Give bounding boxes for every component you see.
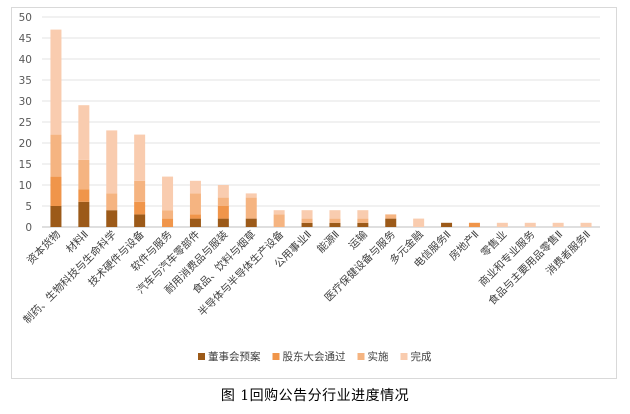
y-tick-label: 30: [19, 96, 32, 108]
y-tick-label: 20: [19, 138, 32, 150]
bar-segment: [273, 210, 285, 215]
y-tick-label: 15: [19, 159, 32, 171]
bar-segment: [385, 214, 397, 219]
bar-segment: [50, 134, 62, 177]
bar-segment: [496, 222, 508, 227]
bar-segment: [301, 218, 313, 223]
bar-segment: [441, 222, 453, 227]
legend-label: 完成: [411, 350, 432, 363]
bar-segment: [217, 206, 229, 219]
y-tick-label: 10: [19, 180, 32, 192]
x-tick-label: 能源Ⅱ: [314, 228, 342, 256]
legend-swatch: [272, 353, 280, 360]
bar-segment: [245, 193, 257, 198]
bar-segment: [106, 130, 118, 194]
bar-segment: [189, 180, 201, 194]
legend-label: 实施: [368, 350, 389, 363]
bar-segment: [245, 218, 257, 227]
bar-segment: [78, 159, 90, 190]
legend-swatch: [400, 353, 408, 360]
bar-segment: [468, 222, 480, 227]
legend-label: 董事会预案: [208, 350, 261, 363]
bar-segment: [162, 210, 174, 219]
legend-label: 股东大会通过: [283, 350, 346, 363]
bar-segment: [134, 180, 146, 202]
bar-segment: [580, 222, 592, 227]
bar-segment: [78, 189, 90, 202]
bar-segment: [78, 201, 90, 227]
bar-segment: [301, 210, 313, 219]
bar-segment: [413, 218, 425, 227]
bar-segment: [189, 193, 201, 215]
bar-segment: [106, 210, 118, 227]
y-tick-label: 5: [25, 201, 32, 213]
y-tick-label: 35: [19, 75, 32, 87]
bar-segment: [357, 222, 369, 227]
bar-segment: [552, 222, 564, 227]
y-tick-label: 45: [19, 33, 32, 45]
bar-segment: [189, 214, 201, 219]
bar-segment: [50, 29, 62, 135]
bar-segment: [78, 105, 90, 160]
bar-segment: [329, 222, 341, 227]
bar-segment: [134, 201, 146, 215]
y-tick-label: 40: [19, 54, 32, 66]
y-tick-label: 50: [19, 12, 32, 24]
bar-segment: [162, 218, 174, 227]
y-tick-label: 25: [19, 117, 32, 129]
bar-segment: [134, 134, 146, 181]
bar-segment: [217, 185, 229, 198]
bar-segment: [217, 218, 229, 227]
legend-swatch: [198, 353, 205, 360]
x-tick-label: 房地产Ⅱ: [446, 228, 481, 263]
y-tick-label: 0: [25, 222, 32, 234]
bar-segment: [329, 210, 341, 219]
bar-segment: [134, 214, 146, 227]
x-tick-label: 运输: [346, 228, 370, 252]
bar-segment: [357, 210, 369, 219]
bar-segment: [50, 206, 62, 227]
legend-swatch: [357, 353, 365, 360]
bar-segment: [217, 197, 229, 206]
bar-segment: [357, 218, 369, 223]
bar-segment: [162, 176, 174, 211]
figure-caption: 图 1回购公告分行业进度情况: [220, 388, 410, 404]
bar-segment: [329, 218, 341, 223]
bar-segment: [273, 214, 285, 227]
bar-segment: [50, 176, 62, 206]
bar-segment: [245, 197, 257, 219]
bar-segment: [524, 222, 536, 227]
bar-segment: [189, 218, 201, 227]
bar-segment: [106, 193, 118, 211]
bar-segment: [385, 218, 397, 227]
bar-segment: [301, 222, 313, 227]
